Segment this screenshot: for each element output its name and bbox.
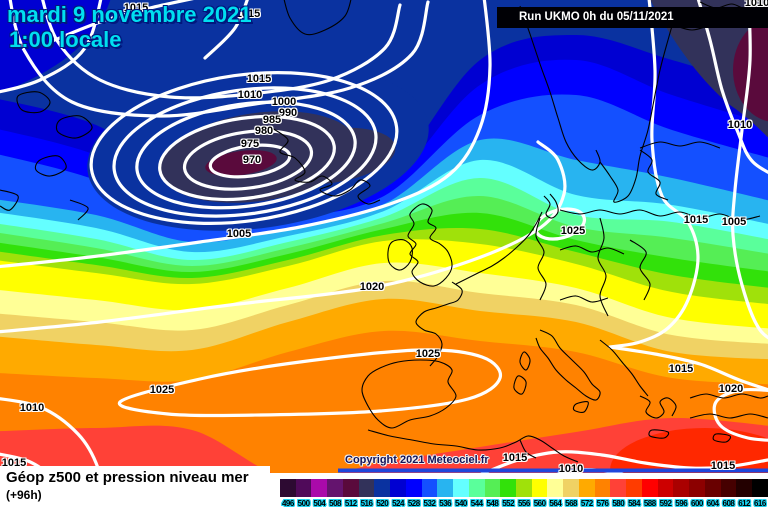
legend-swatch	[673, 479, 690, 497]
pressure-label: 1005	[226, 228, 252, 240]
color-scale-legend: 496 500 504 508 512 516 520 524 528 532 536 540 544 5…	[270, 473, 768, 512]
legend-value: 536	[439, 499, 452, 508]
legend-swatch	[500, 479, 517, 497]
legend-swatch	[689, 479, 705, 497]
legend-value: 588	[643, 499, 656, 508]
legend-swatch	[547, 479, 564, 497]
legend-swatch	[563, 479, 579, 497]
pressure-label: 1015	[668, 363, 694, 375]
pressure-label: 1015	[683, 214, 709, 226]
legend-value: 616	[753, 499, 766, 508]
pressure-label: 1015	[246, 73, 272, 85]
legend-swatch	[421, 479, 438, 497]
pressure-label: 1025	[415, 348, 441, 360]
legend-value: 560	[533, 499, 546, 508]
pressure-label: 970	[242, 154, 262, 166]
legend-value: 504	[313, 499, 326, 508]
legend-swatch	[468, 479, 485, 497]
pressure-label: 1025	[149, 384, 175, 396]
legend-swatch	[594, 479, 611, 497]
pressure-label: 1015	[123, 2, 149, 14]
pressure-label: 1010	[19, 402, 45, 414]
pressure-label: 1010	[558, 463, 584, 475]
pressure-label: 1015	[235, 8, 261, 20]
legend-swatch	[641, 479, 658, 497]
legend-swatch	[752, 479, 768, 497]
legend-swatch	[516, 479, 532, 497]
legend-swatch	[374, 479, 391, 497]
legend-swatch	[342, 479, 359, 497]
legend-value: 512	[344, 499, 357, 508]
legend-value: 496	[281, 499, 294, 508]
pressure-label: 1005	[721, 216, 747, 228]
legend-values: 496 500 504 508 512 516 520 524 528 532 536 540 544 5…	[280, 499, 768, 510]
legend-value: 528	[407, 499, 420, 508]
legend-swatch	[311, 479, 328, 497]
pressure-label: 1000	[271, 96, 297, 108]
legend-value: 516	[360, 499, 373, 508]
legend-swatch	[531, 479, 548, 497]
pressure-label: 1010	[727, 119, 753, 131]
pressure-label: 1010	[744, 0, 768, 9]
legend-value: 604	[706, 499, 719, 508]
map-time-text: 1:00 locale	[9, 27, 122, 52]
legend-value: 608	[722, 499, 735, 508]
parameter-box: Géop z500 et pression niveau mer (+96h)	[0, 466, 270, 512]
legend-swatch	[704, 479, 721, 497]
pressure-label: 1015	[502, 452, 528, 464]
pressure-label: 990	[278, 107, 298, 119]
legend-swatch	[720, 479, 737, 497]
pressure-label: 1025	[560, 225, 586, 237]
legend-value: 596	[675, 499, 688, 508]
legend-swatch	[578, 479, 595, 497]
legend-value: 556	[517, 499, 530, 508]
legend-swatch	[657, 479, 674, 497]
legend-swatch	[405, 479, 422, 497]
legend-value: 508	[329, 499, 341, 508]
forecast-hour: (+96h)	[6, 488, 42, 502]
run-info-box: Run UKMO 0h du 05/11/2021	[497, 7, 768, 28]
legend-value: 568	[565, 499, 578, 508]
legend-swatch	[295, 479, 312, 497]
pressure-label: 1020	[359, 281, 385, 293]
map-date-text: mardi 9 novembre 2021	[7, 2, 252, 27]
pressure-label: 1015	[710, 460, 736, 472]
legend-swatch	[626, 479, 642, 497]
legend-value: 572	[580, 499, 593, 508]
legend-swatch	[280, 479, 296, 497]
legend-value: 584	[628, 499, 640, 508]
legend-value: 564	[549, 499, 562, 508]
legend-swatch	[437, 479, 454, 497]
legend-value: 524	[392, 499, 404, 508]
legend-value: 592	[659, 499, 672, 508]
legend-value: 500	[297, 499, 310, 508]
legend-value: 600	[691, 499, 703, 508]
legend-swatch	[327, 479, 343, 497]
legend-swatch	[736, 479, 753, 497]
legend-value: 612	[738, 499, 751, 508]
copyright-text: Copyright 2021 Meteociel.fr	[345, 454, 489, 466]
legend-swatch	[484, 479, 501, 497]
legend-swatch	[610, 479, 627, 497]
pressure-label: 975	[240, 138, 260, 150]
pressure-label: 1010	[237, 89, 263, 101]
pressure-label: 1020	[718, 383, 744, 395]
legend-value: 520	[376, 499, 389, 508]
legend-value: 552	[502, 499, 515, 508]
legend-value: 548	[486, 499, 499, 508]
legend-swatch	[390, 479, 406, 497]
legend-value: 544	[470, 499, 483, 508]
pressure-label: 985	[262, 114, 282, 126]
legend-swatch	[453, 479, 469, 497]
pressure-label: 980	[254, 125, 274, 137]
legend-value: 576	[596, 499, 609, 508]
parameter-title: Géop z500 et pression niveau mer	[6, 469, 249, 486]
legend-swatch	[358, 479, 375, 497]
legend-value: 580	[612, 499, 625, 508]
legend-value: 532	[423, 499, 436, 508]
legend-swatches	[280, 479, 768, 497]
legend-value: 540	[455, 499, 467, 508]
